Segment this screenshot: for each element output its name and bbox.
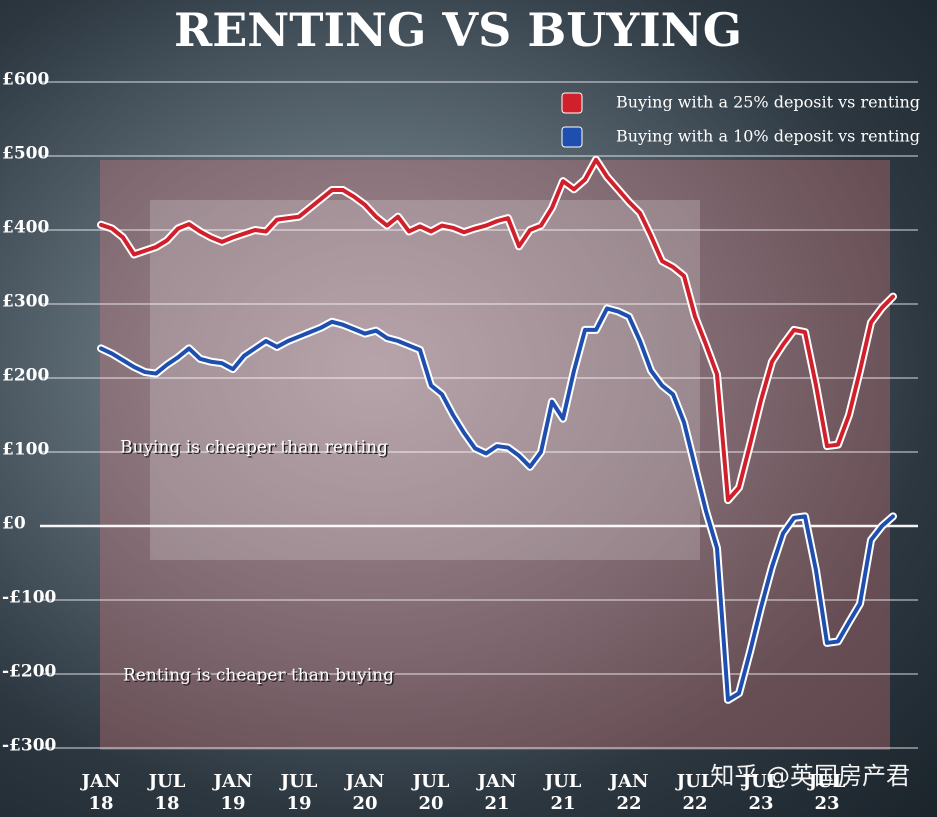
legend-label: Buying with a 10% deposit vs renting [616, 127, 920, 146]
y-tick-label: £500 [2, 144, 49, 164]
y-tick-label: -£200 [2, 662, 57, 682]
annotation-shadow: Renting is cheaper than buying [125, 667, 396, 687]
background-blur [150, 200, 700, 560]
annotation: Buying is cheaper than renting [120, 438, 388, 458]
watermark: 知乎 @英国房产君 [710, 762, 910, 790]
x-tick-label: JUL 20 [412, 771, 450, 814]
x-tick-label: JAN 20 [345, 771, 385, 814]
background-panel [100, 160, 890, 750]
x-tick-label: JUL 19 [280, 771, 318, 814]
legend-label: Buying with a 25% deposit vs renting [616, 93, 920, 112]
x-tick-label: JUL 18 [148, 771, 186, 814]
x-tick-label: JAN 18 [81, 771, 121, 814]
legend-swatch [561, 92, 583, 114]
y-tick-label: £200 [2, 366, 49, 386]
chart-title: RENTING VS BUYING [174, 3, 742, 57]
y-tick-label: -£100 [2, 588, 57, 608]
line [99, 157, 895, 503]
y-tick-label: £0 [2, 514, 26, 534]
annotation-shadow: Buying is cheaper than renting [122, 439, 390, 459]
x-tick-label: JUL 22 [676, 771, 714, 814]
annotation: Renting is cheaper than buying [123, 666, 394, 686]
y-tick-label: -£300 [2, 736, 57, 756]
y-tick-label: £400 [2, 218, 49, 238]
y-tick-label: £600 [2, 70, 49, 90]
legend-swatch [561, 126, 583, 148]
y-tick-label: £100 [2, 440, 49, 460]
line [99, 306, 895, 702]
x-tick-label: JAN 21 [477, 771, 517, 814]
x-tick-label: JUL 23 [742, 771, 780, 814]
x-tick-label: JUL 23 [808, 771, 846, 814]
y-tick-label: £300 [2, 292, 49, 312]
x-tick-label: JUL 21 [544, 771, 582, 814]
x-tick-label: JAN 22 [609, 771, 649, 814]
x-tick-label: JAN 19 [213, 771, 253, 814]
